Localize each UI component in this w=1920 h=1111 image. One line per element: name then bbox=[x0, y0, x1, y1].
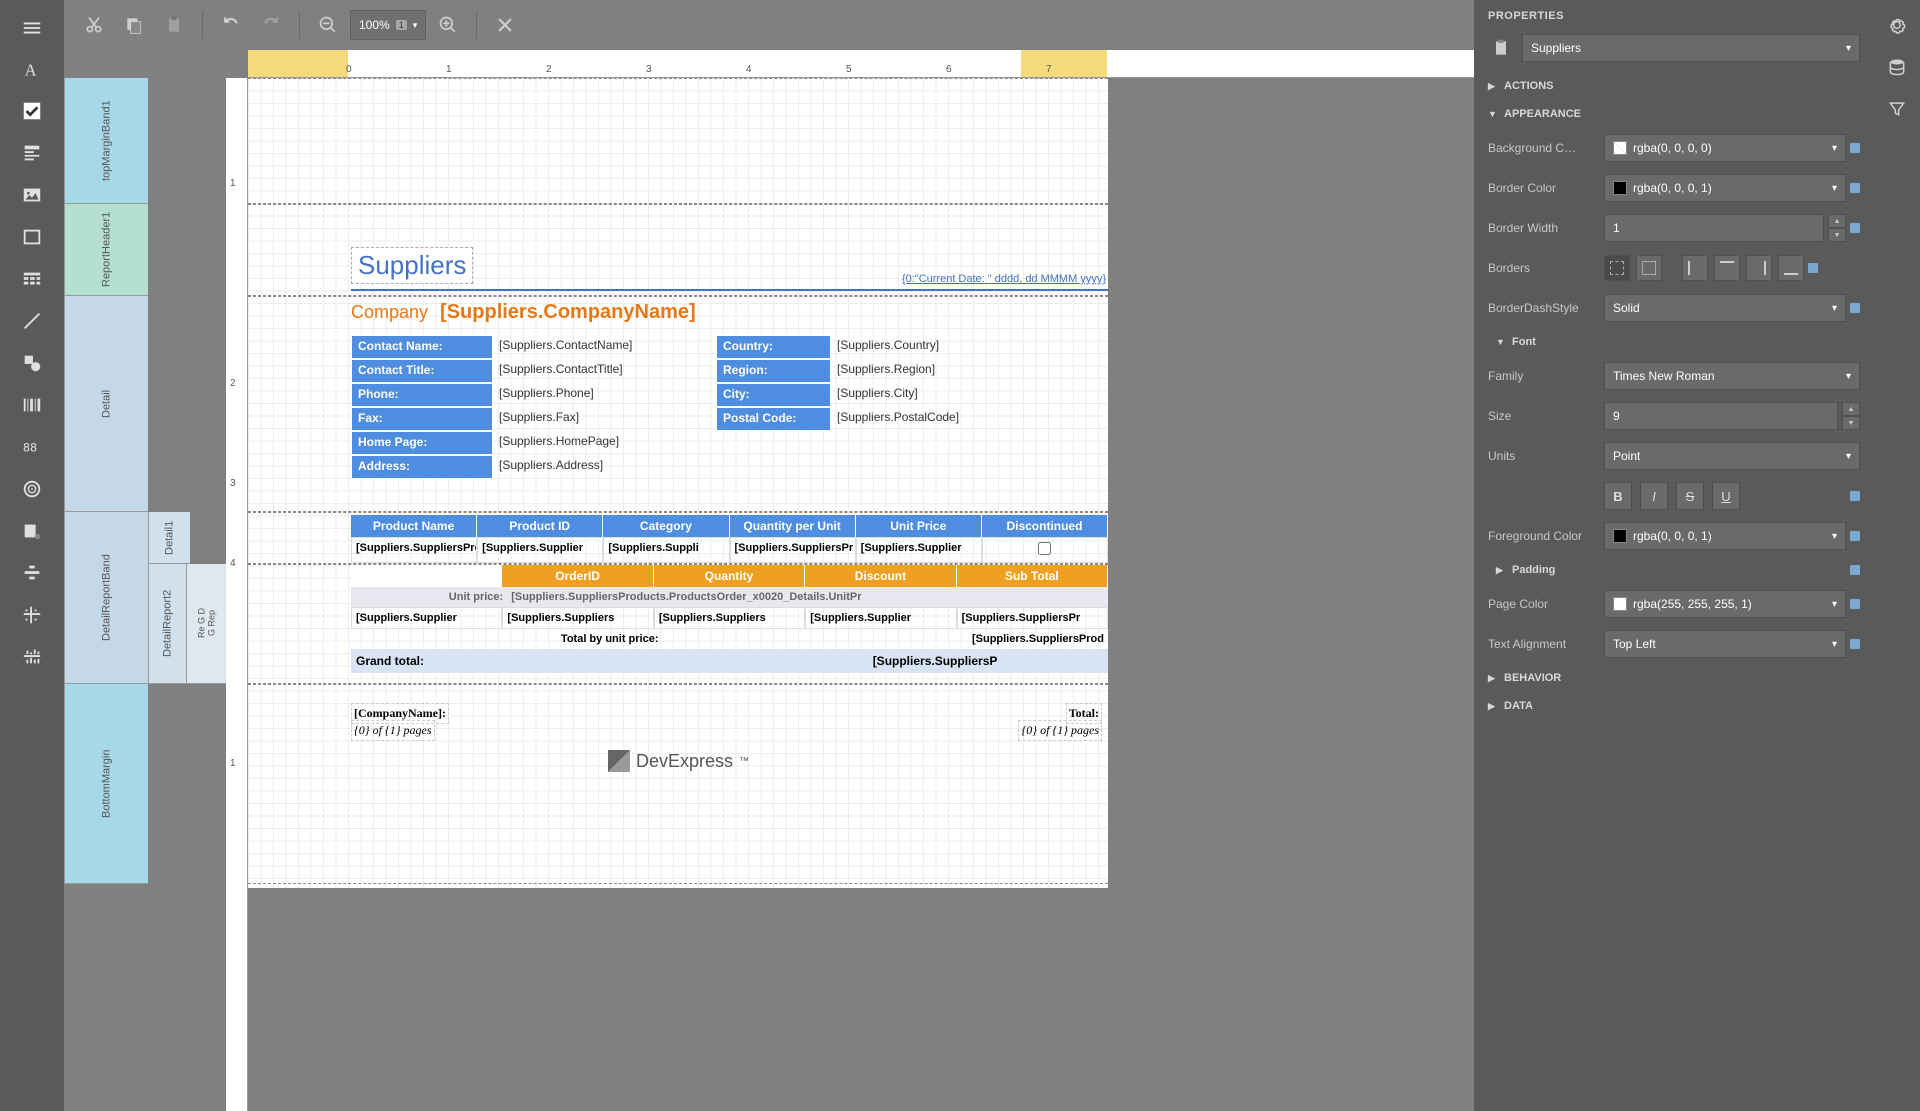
border-dash-input[interactable]: Solid bbox=[1604, 294, 1846, 322]
page-color-input[interactable]: rgba(255, 255, 255, 1) bbox=[1604, 590, 1846, 618]
tool-label-icon[interactable]: A bbox=[0, 48, 64, 90]
tool-shape-icon[interactable] bbox=[0, 342, 64, 384]
font-units-input[interactable]: Point bbox=[1604, 442, 1860, 470]
tool-subreport-icon[interactable] bbox=[0, 636, 64, 678]
border-bottom-btn[interactable] bbox=[1778, 255, 1804, 281]
database-icon[interactable] bbox=[1880, 50, 1914, 84]
section-actions[interactable]: ▶ACTIONS bbox=[1474, 72, 1874, 100]
band-nest-labels[interactable]: Re G D G Rep bbox=[186, 564, 226, 684]
top-toolbar: 100% 1 bbox=[64, 0, 1474, 50]
properties-panel: PROPERTIES Suppliers ▶ACTIONS ▼APPEARANC… bbox=[1474, 0, 1874, 1111]
tool-chart-icon[interactable] bbox=[0, 468, 64, 510]
band-label-bottom[interactable]: BottomMargin bbox=[64, 684, 148, 884]
section-detail1[interactable]: Product Name Product ID Category Quantit… bbox=[248, 512, 1108, 564]
prop-marker[interactable] bbox=[1850, 143, 1860, 153]
zoom-in-icon[interactable] bbox=[430, 7, 466, 43]
band-label-detail1[interactable]: Detail1 bbox=[148, 512, 190, 564]
svg-text:A: A bbox=[25, 60, 37, 79]
text-align-input[interactable]: Top Left bbox=[1604, 630, 1846, 658]
settings-icon[interactable] bbox=[1880, 8, 1914, 42]
properties-title: PROPERTIES bbox=[1488, 10, 1564, 22]
copy-icon[interactable] bbox=[116, 7, 152, 43]
band-label-dr2[interactable]: DetailReport2 bbox=[148, 564, 186, 684]
border-width-input[interactable]: 1 bbox=[1604, 214, 1824, 242]
font-bold-btn[interactable]: B bbox=[1604, 482, 1632, 510]
tool-sparkline-icon[interactable] bbox=[0, 510, 64, 552]
tool-barcode-icon[interactable] bbox=[0, 384, 64, 426]
band-label-drb[interactable]: DetailReportBand bbox=[64, 512, 148, 684]
border-color-input[interactable]: rgba(0, 0, 0, 1) bbox=[1604, 174, 1846, 202]
section-bottom[interactable]: [CompanyName]: {0} of {1} pages Total: {… bbox=[248, 684, 1108, 884]
font-size-input[interactable]: 9 bbox=[1604, 402, 1838, 430]
toolbox-panel: A 88 bbox=[0, 0, 64, 1111]
zoom-badge: 1 bbox=[396, 20, 407, 30]
devexpress-logo: DevExpress™ bbox=[608, 745, 778, 777]
report-date-field[interactable]: {0:"Current Date: " dddd, dd MMMM yyyy} bbox=[900, 271, 1108, 287]
section-header[interactable]: Suppliers {0:"Current Date: " dddd, dd M… bbox=[248, 204, 1108, 296]
font-strike-btn[interactable]: S bbox=[1676, 482, 1704, 510]
tool-picture-icon[interactable] bbox=[0, 174, 64, 216]
right-rail bbox=[1874, 0, 1920, 1111]
field-label: Contact Name: bbox=[351, 335, 493, 359]
tool-panel-icon[interactable] bbox=[0, 216, 64, 258]
border-all-btn[interactable] bbox=[1636, 255, 1662, 281]
horizontal-ruler: 0 1 2 3 4 5 6 7 bbox=[248, 50, 1474, 78]
zoom-select[interactable]: 100% 1 bbox=[350, 10, 426, 40]
vertical-ruler: 1 2 3 4 1 bbox=[226, 78, 248, 1111]
tool-pivot-icon[interactable] bbox=[0, 552, 64, 594]
font-subsection[interactable]: ▼Font bbox=[1474, 328, 1874, 356]
zoom-out-icon[interactable] bbox=[310, 7, 346, 43]
font-italic-btn[interactable]: I bbox=[1640, 482, 1668, 510]
font-underline-btn[interactable]: U bbox=[1712, 482, 1740, 510]
section-detail[interactable]: Company [Suppliers.CompanyName] Contact … bbox=[248, 296, 1108, 512]
border-right-btn[interactable] bbox=[1746, 255, 1772, 281]
tool-richtext-icon[interactable] bbox=[0, 132, 64, 174]
report-title[interactable]: Suppliers bbox=[351, 247, 473, 284]
company-label: Company bbox=[351, 302, 428, 323]
close-icon[interactable] bbox=[487, 7, 523, 43]
fg-color-input[interactable]: rgba(0, 0, 0, 1) bbox=[1604, 522, 1846, 550]
cut-icon[interactable] bbox=[76, 7, 112, 43]
band-label-header[interactable]: ReportHeader1 bbox=[64, 204, 148, 296]
footer-pages2[interactable]: {0} of {1} pages bbox=[1018, 720, 1102, 741]
redo-icon[interactable] bbox=[253, 7, 289, 43]
discontinued-checkbox[interactable] bbox=[982, 537, 1108, 563]
spinner-up[interactable]: ▲ bbox=[1828, 214, 1846, 228]
undo-icon[interactable] bbox=[213, 7, 249, 43]
tool-table-icon[interactable] bbox=[0, 258, 64, 300]
selection-dropdown[interactable]: Suppliers bbox=[1522, 34, 1860, 62]
font-family-input[interactable]: Times New Roman bbox=[1604, 362, 1860, 390]
border-left-btn[interactable] bbox=[1682, 255, 1708, 281]
tool-crosstab-icon[interactable] bbox=[0, 594, 64, 636]
paste-icon[interactable] bbox=[156, 7, 192, 43]
company-value[interactable]: [Suppliers.CompanyName] bbox=[440, 301, 696, 324]
section-data[interactable]: ▶DATA bbox=[1474, 692, 1874, 720]
tool-zipcode-icon[interactable]: 88 bbox=[0, 426, 64, 468]
section-topmargin[interactable] bbox=[248, 78, 1108, 204]
filter-icon[interactable] bbox=[1880, 92, 1914, 126]
section-orders[interactable]: OrderID Quantity Discount Sub Total Unit… bbox=[248, 564, 1108, 684]
design-canvas[interactable]: 0 1 2 3 4 5 6 7 1 2 3 4 1 topMarginBand1… bbox=[64, 50, 1474, 1111]
field-value[interactable]: [Suppliers.ContactName] bbox=[493, 335, 708, 359]
section-appearance[interactable]: ▼APPEARANCE bbox=[1474, 100, 1874, 128]
bg-color-input[interactable]: rgba(0, 0, 0, 0) bbox=[1604, 134, 1846, 162]
tool-checkbox-icon[interactable] bbox=[0, 90, 64, 132]
band-label-topmargin[interactable]: topMarginBand1 bbox=[64, 78, 148, 204]
border-none-btn[interactable] bbox=[1604, 255, 1630, 281]
clipboard-icon bbox=[1488, 35, 1514, 61]
border-top-btn[interactable] bbox=[1714, 255, 1740, 281]
spinner-down[interactable]: ▼ bbox=[1828, 228, 1846, 242]
svg-text:88: 88 bbox=[23, 441, 37, 455]
menu-icon[interactable] bbox=[0, 8, 64, 48]
zoom-value: 100% bbox=[359, 18, 390, 32]
padding-subsection[interactable]: ▶Padding bbox=[1474, 556, 1874, 584]
section-behavior[interactable]: ▶BEHAVIOR bbox=[1474, 664, 1874, 692]
header-rule bbox=[351, 289, 1108, 291]
band-label-detail[interactable]: Detail bbox=[64, 296, 148, 512]
tool-line-icon[interactable] bbox=[0, 300, 64, 342]
footer-pages[interactable]: {0} of {1} pages bbox=[351, 720, 435, 741]
